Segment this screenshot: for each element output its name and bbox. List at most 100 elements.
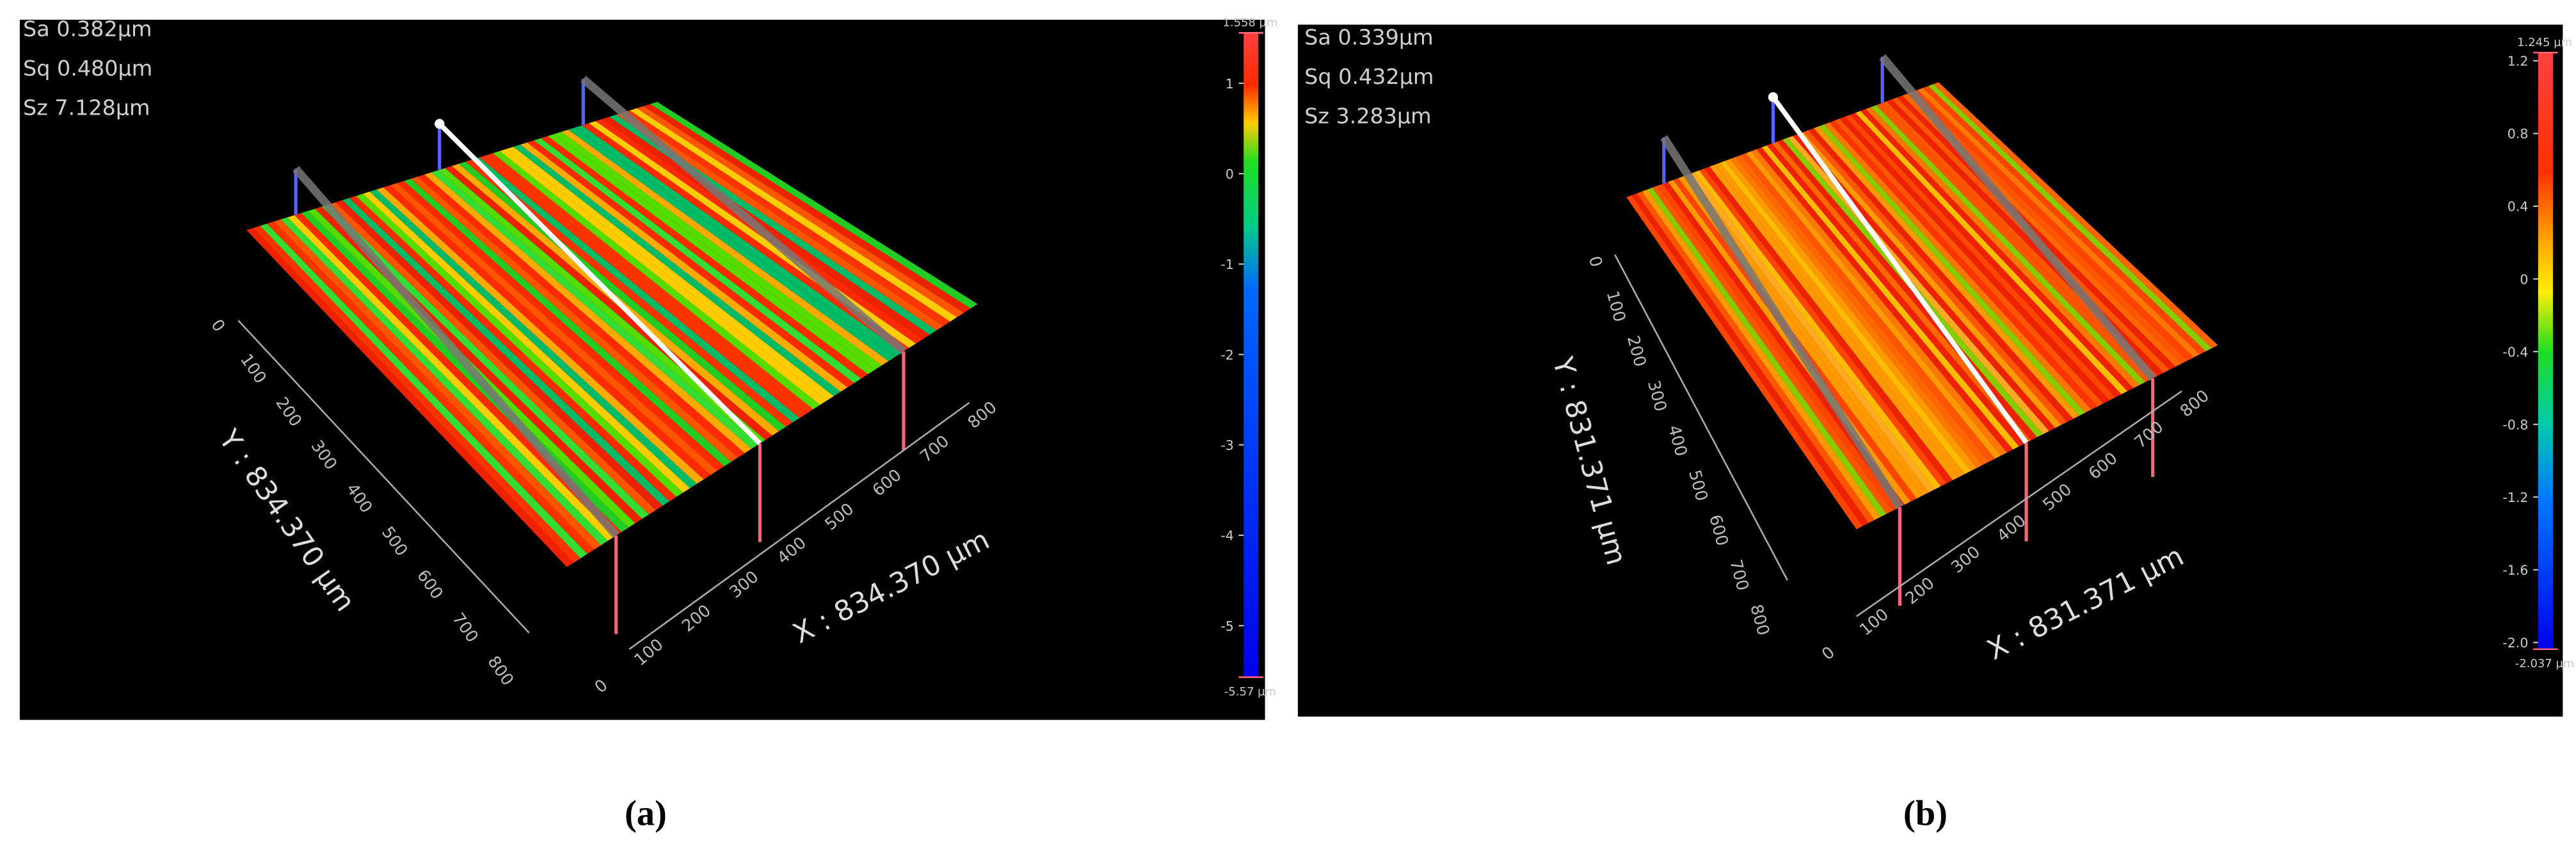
surface-stripe <box>1642 190 1881 521</box>
surface-stripe <box>424 172 752 453</box>
roughness-stat: Sz 7.128µm <box>23 95 150 120</box>
surface-stripe <box>1881 101 2158 379</box>
surface-stripe <box>1751 149 2007 456</box>
surface-stripe <box>1683 174 1929 496</box>
roughness-stat: Sz 3.283µm <box>1304 104 1432 129</box>
profile-line <box>292 166 620 539</box>
surface-stripe <box>1756 147 2013 453</box>
colorbar-tick-label: 0 <box>1226 166 1234 182</box>
colorbar <box>1244 33 1259 677</box>
surface-stripe <box>1839 117 2109 404</box>
surface-stripe <box>1912 90 2194 361</box>
panel-caption: (b) <box>1903 794 1948 834</box>
surface-stripe <box>1871 105 2146 385</box>
axis-line <box>628 401 970 650</box>
colorbar-tick-label: -4 <box>1220 528 1233 544</box>
surface-stripe <box>534 138 861 384</box>
colorbar-tick-label: 1 <box>1226 76 1234 92</box>
profile-line <box>580 76 907 355</box>
axis-line <box>1614 254 1788 581</box>
surface-stripe <box>383 185 711 480</box>
surface-stripe <box>1766 143 2026 447</box>
surface-stripe <box>493 150 820 410</box>
surface-stripe <box>1772 142 2031 444</box>
colorbar-tick-label: -1.6 <box>2502 563 2528 578</box>
profile-line <box>438 122 762 446</box>
surface-stripe <box>486 153 813 414</box>
axis-line <box>1855 390 2182 617</box>
surface-stripe <box>602 117 930 339</box>
surface-stripe <box>1824 122 2092 413</box>
roughness-stat: Sq 0.432µm <box>1304 64 1434 89</box>
roughness-stat: Sq 0.480µm <box>23 56 152 81</box>
colorbar-tick-label: -2.0 <box>2502 635 2528 651</box>
surface-stripe <box>554 131 882 370</box>
colorbar-tick-label: 0.8 <box>2508 126 2529 142</box>
colorbar-range-label: 1.245 µm <box>2517 36 2572 49</box>
surface-stripe <box>1855 111 2128 394</box>
surface-stripe <box>1715 163 1965 478</box>
surface-stripe <box>1746 151 2001 459</box>
surface-stripe <box>1844 115 2116 401</box>
surface-stripe <box>568 127 896 361</box>
surface-stripe <box>438 168 765 444</box>
surface-stripe <box>499 149 828 405</box>
surface-stripe <box>1626 195 1863 530</box>
colorbar-tick-label: -1 <box>1220 257 1233 272</box>
surface-stripe <box>616 112 943 330</box>
surface-stripe <box>1793 134 2056 432</box>
surface-stripe <box>1636 191 1875 523</box>
surface-stripe <box>1688 172 1935 493</box>
surface-stripe <box>1819 124 2086 416</box>
surface-stripe <box>321 204 650 519</box>
surface-stripe <box>267 222 595 555</box>
surface-stripe <box>1704 166 1953 483</box>
surface-stripe <box>410 176 739 462</box>
surface-stripe <box>1803 130 2068 425</box>
surface-stripe <box>650 102 978 309</box>
surface-stripe <box>369 189 697 489</box>
surface-stripe <box>1917 88 2200 358</box>
surface-stripe <box>520 142 848 392</box>
surface-stripe <box>1709 165 1959 480</box>
surface-stripe <box>431 170 759 449</box>
surface-stripe <box>506 147 834 401</box>
surface-stripe <box>362 191 691 493</box>
surface-stripe <box>287 215 615 541</box>
surface-stripe <box>1933 82 2218 348</box>
surface-stripe <box>294 213 622 537</box>
surface-stripe <box>1850 113 2122 398</box>
surface-stripe <box>1876 103 2152 382</box>
surface-stripe <box>1829 120 2098 410</box>
surface-stripe <box>1907 92 2188 364</box>
profile-line <box>1879 54 2156 381</box>
profile-node <box>435 118 445 129</box>
profile-line <box>1771 95 2029 444</box>
surface-stripe <box>280 217 608 546</box>
surface-stripe <box>1923 86 2206 355</box>
colorbar-tick-label: 0 <box>2520 271 2528 287</box>
surface-stripe <box>1788 136 2049 434</box>
surface-stripe <box>1652 186 1893 514</box>
surface-stripe <box>561 129 889 366</box>
surface-stripe <box>349 195 676 501</box>
surface-stripe <box>404 179 732 467</box>
surface-stripe <box>1693 170 1941 490</box>
surface-stripe <box>246 228 574 567</box>
colorbar-tick-label: -5 <box>1220 619 1233 634</box>
surface-stripe <box>1834 118 2104 407</box>
surface-stripe <box>356 193 684 498</box>
surface-stripe <box>472 157 800 423</box>
colorbar-tick-label: 1.2 <box>2508 54 2529 69</box>
surface-stripe <box>1730 157 1983 468</box>
surface-stripe <box>1860 109 2134 391</box>
profile-node <box>1768 92 1779 102</box>
surface-stripe <box>253 225 581 563</box>
surface-stripe <box>1761 145 2019 450</box>
surface-stripe <box>335 200 663 510</box>
surface-stripe <box>1741 153 1996 462</box>
colorbar-tick-label: 0.4 <box>2508 199 2529 215</box>
surface-stripe <box>1631 193 1869 526</box>
